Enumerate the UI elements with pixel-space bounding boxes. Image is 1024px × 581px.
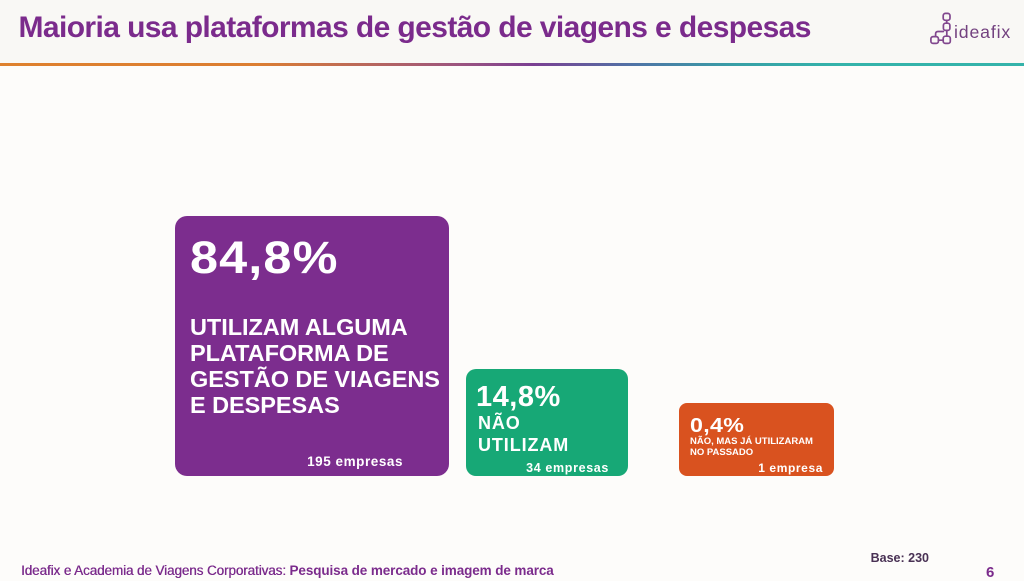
svg-text:ideafix: ideafix: [954, 22, 1011, 42]
